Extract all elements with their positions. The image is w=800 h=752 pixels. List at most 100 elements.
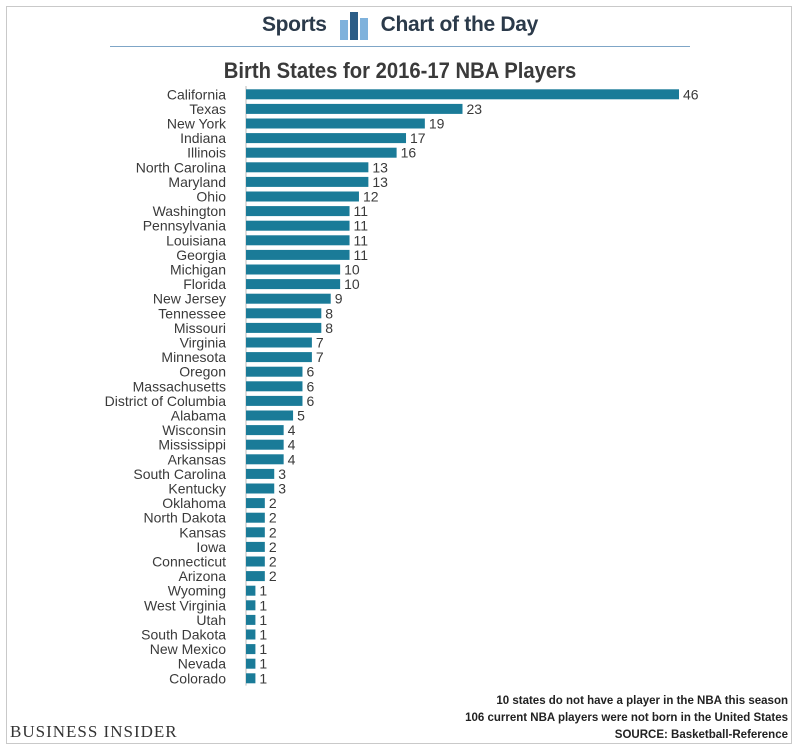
footnotes: 10 states do not have a player in the NB…: [465, 693, 788, 744]
bar: [246, 585, 256, 596]
category-label: Arkansas: [168, 451, 226, 467]
category-label: Minnesota: [161, 349, 226, 365]
data-label: 11: [354, 247, 369, 263]
data-label: 2: [269, 510, 277, 526]
bar: [246, 118, 425, 129]
category-label: Kentucky: [168, 481, 226, 497]
category-label: Colorado: [169, 670, 226, 686]
category-label: Alabama: [171, 408, 226, 424]
data-label: 3: [278, 481, 286, 497]
category-label: Tennessee: [158, 305, 226, 321]
data-label: 1: [259, 627, 267, 643]
bar: [246, 512, 265, 523]
category-label: Maryland: [168, 174, 226, 190]
chart-title: Birth States for 2016-17 NBA Players: [223, 58, 577, 83]
bar: [246, 308, 322, 319]
bar: [246, 556, 265, 567]
data-label: 19: [429, 116, 445, 132]
data-label: 6: [306, 393, 314, 409]
bar: [246, 235, 350, 246]
category-label: New Mexico: [150, 641, 226, 657]
category-label: Arizona: [179, 568, 227, 584]
bar-chart-icon: [339, 12, 368, 40]
bar: [246, 658, 256, 669]
bar: [246, 425, 284, 436]
category-label: West Virginia: [144, 597, 226, 613]
bar: [246, 352, 312, 363]
bar: [246, 220, 350, 231]
bar: [246, 527, 265, 538]
bar: [246, 468, 275, 479]
data-label: 1: [259, 656, 267, 672]
bar: [246, 162, 369, 173]
bar: [246, 498, 265, 509]
data-label: 1: [259, 670, 267, 686]
data-label: 13: [372, 159, 388, 175]
data-label: 10: [344, 276, 360, 292]
bar: [246, 206, 350, 217]
data-label: 2: [269, 554, 277, 570]
data-label: 2: [269, 495, 277, 511]
category-label: Kansas: [179, 524, 226, 540]
category-label: Missouri: [174, 320, 226, 336]
header-sports-label: Sports: [261, 13, 327, 36]
bar: [246, 600, 256, 611]
bar: [246, 410, 294, 421]
bar: [246, 381, 303, 392]
data-label: 6: [306, 378, 314, 394]
category-label: Mississippi: [158, 437, 226, 453]
data-label: 12: [363, 189, 379, 205]
data-label: 1: [259, 597, 267, 613]
category-label: South Carolina: [133, 466, 226, 482]
source-note: SOURCE: Basketball-Reference: [614, 729, 788, 741]
data-label: 3: [278, 466, 286, 482]
data-label: 2: [269, 524, 277, 540]
category-label: District of Columbia: [105, 393, 227, 409]
data-label: 7: [316, 349, 324, 365]
bar: [246, 541, 265, 552]
bar: [246, 89, 679, 100]
bar: [246, 337, 312, 348]
data-label: 4: [288, 437, 296, 453]
bar: [246, 103, 463, 114]
data-label: 11: [354, 218, 369, 234]
header-chart-of-the-day-label: Chart of the Day: [380, 13, 539, 36]
category-label: Pennsylvania: [143, 218, 226, 234]
bar: [246, 366, 303, 377]
category-label: Wisconsin: [162, 422, 226, 438]
category-label: Georgia: [176, 247, 226, 263]
category-label: New Jersey: [153, 291, 226, 307]
category-label: Utah: [196, 612, 226, 628]
data-label: 4: [288, 451, 296, 467]
bar: [246, 279, 341, 290]
category-label: Louisiana: [166, 232, 226, 248]
bar: [246, 249, 350, 260]
category-label: Oklahoma: [162, 495, 226, 511]
data-label: 2: [269, 539, 277, 555]
bar: [246, 264, 341, 275]
data-label: 5: [297, 408, 305, 424]
category-label: North Carolina: [136, 159, 226, 175]
category-label: Oregon: [179, 364, 226, 380]
data-label: 13: [372, 174, 388, 190]
category-label: Washington: [153, 203, 226, 219]
bar: [246, 395, 303, 406]
data-label: 11: [354, 203, 369, 219]
category-label: Texas: [189, 101, 226, 117]
data-label: 10: [344, 262, 360, 278]
category-label: Massachusetts: [133, 378, 226, 394]
category-label: Michigan: [170, 262, 226, 278]
bar: [246, 629, 256, 640]
footnote-line: 10 states do not have a player in the NB…: [496, 695, 788, 707]
data-label: 1: [259, 641, 267, 657]
bar: [246, 322, 322, 333]
category-label: South Dakota: [141, 627, 226, 643]
data-label: 6: [306, 364, 314, 380]
data-label: 4: [288, 422, 296, 438]
data-label: 11: [354, 232, 369, 248]
data-label: 9: [335, 291, 343, 307]
bar: [246, 439, 284, 450]
header: Sports Chart of the Day: [0, 8, 800, 42]
bar: [246, 571, 265, 582]
